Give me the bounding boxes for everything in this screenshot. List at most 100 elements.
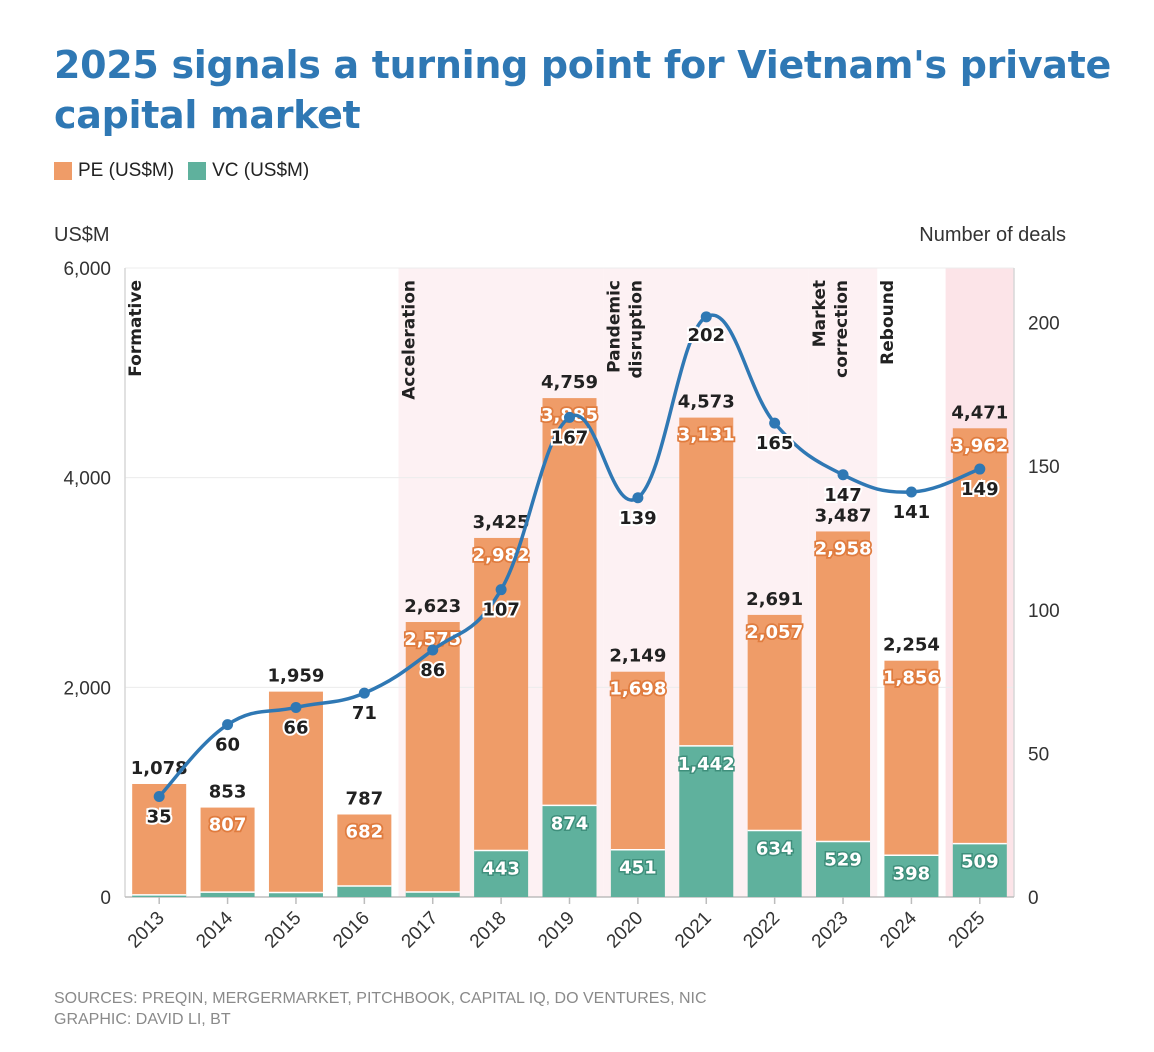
bar-pe bbox=[337, 814, 392, 886]
total-value-label: 3,425 bbox=[473, 512, 530, 533]
x-tick-label: 2019 bbox=[534, 908, 579, 953]
phase-label: Formative bbox=[126, 280, 146, 377]
bar-pe bbox=[610, 671, 665, 850]
phase-label: Rebound bbox=[878, 280, 898, 365]
total-value-label: 1,959 bbox=[267, 666, 324, 687]
phase-label: Market bbox=[810, 280, 830, 347]
deals-point bbox=[427, 644, 439, 656]
vc-value-label: 451 bbox=[619, 858, 657, 879]
deals-point bbox=[837, 469, 849, 481]
x-tick-label: 2014 bbox=[192, 907, 237, 952]
deals-point bbox=[495, 584, 507, 596]
legend-label-vc: VC (US$M) bbox=[212, 160, 310, 181]
bar-vc bbox=[679, 745, 734, 897]
vc-value-label: 529 bbox=[824, 850, 862, 871]
bar-vc bbox=[884, 855, 939, 897]
graphic-credit: GRAPHIC: DAVID LI, BT bbox=[54, 1011, 231, 1028]
pe-value-label: 3,962 bbox=[951, 435, 1008, 456]
y-tick-label: 2,000 bbox=[63, 678, 111, 699]
legend: PE (US$M) VC (US$M) bbox=[54, 160, 309, 182]
sources-note: SOURCES: PREQIN, MERGERMARKET, PITCHBOOK… bbox=[54, 990, 707, 1007]
pe-value-label: 3,131 bbox=[678, 425, 735, 446]
vc-value-label: 509 bbox=[961, 852, 999, 873]
x-tick-label: 2020 bbox=[603, 908, 648, 953]
bar-vc bbox=[405, 891, 460, 897]
credits: SOURCES: PREQIN, MERGERMARKET, PITCHBOOK… bbox=[54, 988, 707, 1030]
total-value-label: 853 bbox=[209, 782, 247, 803]
left-axis-unit: US$M bbox=[54, 224, 110, 246]
pe-value-label: 2,982 bbox=[473, 545, 530, 566]
phase-label: correction bbox=[832, 280, 852, 378]
y-tick-label: 6,000 bbox=[63, 259, 111, 280]
deals-value-label: 66 bbox=[283, 717, 308, 738]
bar-vc bbox=[268, 892, 323, 897]
total-value-label: 4,573 bbox=[678, 392, 735, 413]
pe-value-label: 807 bbox=[209, 815, 247, 836]
y2-tick-label: 50 bbox=[1028, 744, 1049, 765]
x-tick-label: 2023 bbox=[808, 908, 853, 953]
deals-value-label: 71 bbox=[352, 703, 377, 724]
x-tick-label: 2021 bbox=[671, 908, 716, 953]
bar-pe bbox=[679, 417, 734, 746]
phase-label: Pandemic bbox=[605, 280, 625, 373]
total-value-label: 2,254 bbox=[883, 635, 940, 656]
total-value-label: 4,759 bbox=[541, 372, 598, 393]
x-tick-label: 2024 bbox=[876, 907, 921, 952]
x-tick-label: 2015 bbox=[261, 908, 306, 953]
phase-label: Acceleration bbox=[400, 280, 420, 400]
phase-label: disruption bbox=[627, 280, 647, 379]
bar-pe bbox=[132, 783, 187, 895]
bar-pe bbox=[816, 531, 871, 842]
chart-title: 2025 signals a turning point for Vietnam… bbox=[54, 43, 1111, 137]
vc-value-label: 398 bbox=[893, 863, 931, 884]
deals-point bbox=[700, 311, 712, 323]
pe-value-label: 1,698 bbox=[609, 679, 666, 700]
total-value-label: 2,149 bbox=[609, 646, 666, 667]
deals-value-label: 149 bbox=[961, 479, 999, 500]
deals-value-label: 139 bbox=[619, 508, 657, 529]
pe-value-label: 1,856 bbox=[883, 668, 940, 689]
vc-value-label: 634 bbox=[756, 839, 794, 860]
bar-vc bbox=[610, 849, 665, 897]
deals-point bbox=[290, 701, 302, 713]
total-value-label: 2,691 bbox=[746, 589, 803, 610]
deals-value-label: 107 bbox=[482, 600, 520, 621]
deals-value-label: 167 bbox=[551, 427, 589, 448]
deals-value-label: 60 bbox=[215, 735, 240, 756]
bar-pe bbox=[542, 398, 597, 806]
bar-pe bbox=[200, 807, 255, 893]
total-value-label: 3,487 bbox=[815, 505, 872, 526]
deals-value-label: 141 bbox=[893, 502, 931, 523]
y-tick-label: 0 bbox=[100, 888, 111, 909]
bar-vc bbox=[747, 830, 802, 897]
bar-vc bbox=[132, 894, 187, 897]
pe-value-label: 2,958 bbox=[815, 538, 872, 559]
bar-pe bbox=[268, 691, 323, 893]
x-tick-label: 2022 bbox=[739, 908, 784, 953]
bar-pe bbox=[884, 660, 939, 856]
deals-point bbox=[974, 463, 986, 475]
total-value-label: 787 bbox=[346, 788, 384, 809]
y2-tick-label: 150 bbox=[1028, 457, 1060, 478]
vc-value-label: 1,442 bbox=[678, 754, 735, 775]
pe-value-label: 2,057 bbox=[746, 622, 803, 643]
x-tick-label: 2013 bbox=[124, 908, 169, 953]
deals-value-label: 147 bbox=[824, 485, 862, 506]
legend-item-vc: VC (US$M) bbox=[188, 160, 309, 182]
y2-tick-label: 100 bbox=[1028, 601, 1060, 622]
deals-line bbox=[157, 313, 981, 798]
bar-pe bbox=[405, 622, 460, 892]
bar-vc bbox=[337, 885, 392, 897]
deals-point bbox=[564, 411, 575, 423]
deals-point bbox=[153, 790, 165, 802]
legend-label-pe: PE (US$M) bbox=[78, 160, 175, 181]
total-value-label: 2,623 bbox=[404, 596, 461, 617]
x-tick-label: 2016 bbox=[329, 908, 374, 953]
legend-swatch-vc bbox=[188, 162, 207, 180]
deals-point bbox=[222, 719, 234, 731]
bar-vc bbox=[952, 843, 1007, 897]
bar-vc bbox=[542, 805, 597, 897]
bar-vc bbox=[474, 850, 529, 897]
bar-pe bbox=[747, 614, 802, 831]
